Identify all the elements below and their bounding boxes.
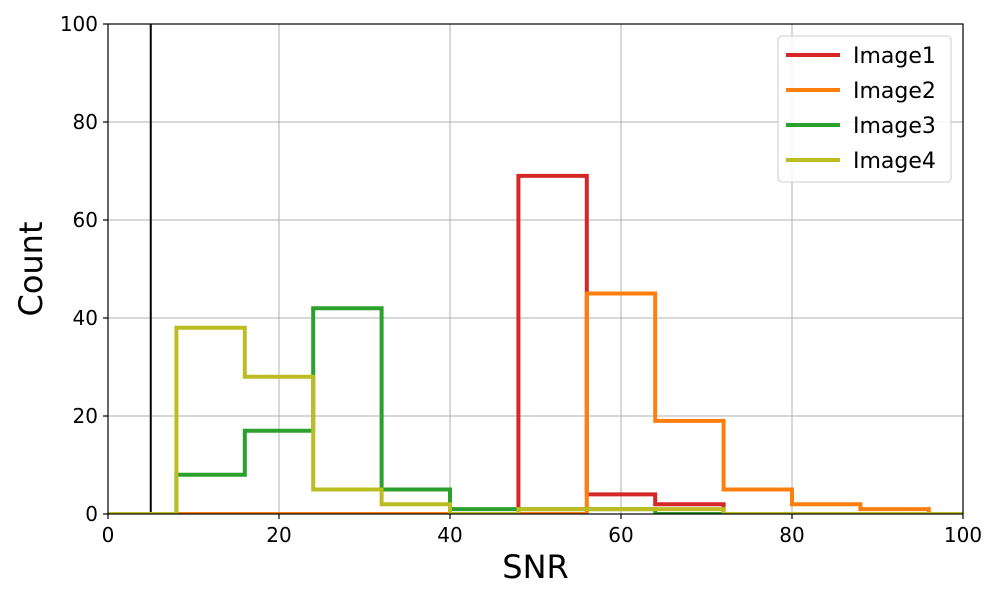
x-tick-label: 80 xyxy=(779,523,804,547)
legend-label: Image4 xyxy=(853,149,936,174)
x-tick-label: 100 xyxy=(944,523,982,547)
y-tick-label: 40 xyxy=(73,306,98,330)
plot-frame xyxy=(107,23,964,515)
y-tick-label: 80 xyxy=(73,110,98,134)
x-axis-title: SNR xyxy=(502,548,568,586)
legend-label: Image3 xyxy=(853,114,936,139)
x-tick-label: 20 xyxy=(266,523,291,547)
x-axis-ticks: 0 20 40 60 80 100 xyxy=(102,514,982,547)
y-tick-label: 60 xyxy=(73,208,98,232)
x-tick-label: 60 xyxy=(608,523,633,547)
y-axis-title: Count xyxy=(12,221,50,316)
y-tick-label: 20 xyxy=(73,404,98,428)
legend-label: Image2 xyxy=(853,79,936,104)
series-group xyxy=(108,173,963,514)
x-tick-label: 40 xyxy=(437,523,462,547)
y-axis-ticks: 0 20 40 60 80 100 xyxy=(60,12,108,526)
legend-label: Image1 xyxy=(853,44,936,69)
series-line-image3 xyxy=(108,306,963,514)
x-tick-label: 0 xyxy=(102,523,115,547)
legend: Image1 Image2 Image3 Image4 xyxy=(777,35,952,183)
series-line-image4 xyxy=(108,325,963,514)
legend-box xyxy=(777,35,952,183)
series-line-image2 xyxy=(108,291,963,514)
y-tick-label: 0 xyxy=(85,502,98,526)
y-tick-label: 100 xyxy=(60,12,98,36)
